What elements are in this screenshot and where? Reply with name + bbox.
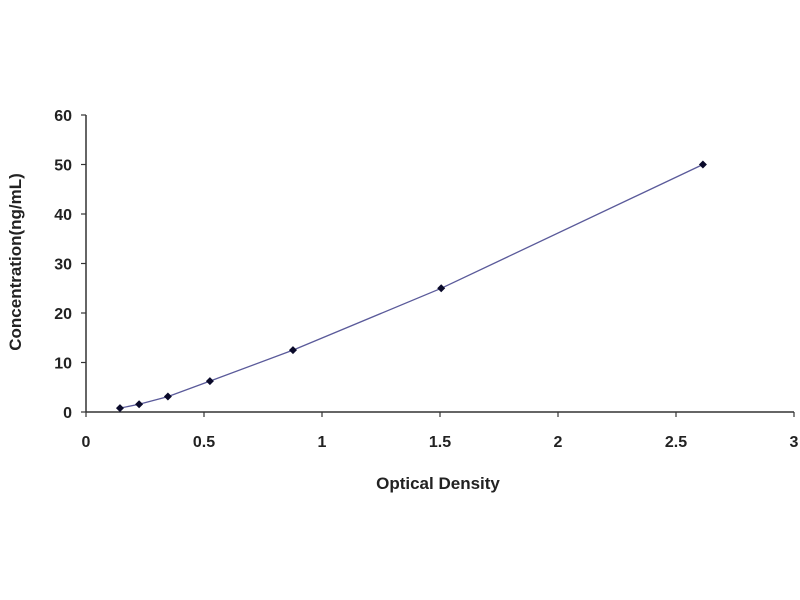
y-tick-label: 60 <box>54 108 72 125</box>
x-tick-label: 1.5 <box>429 434 451 451</box>
data-point <box>437 284 446 293</box>
y-tick-label: 40 <box>54 207 72 224</box>
y-tick-label: 50 <box>54 158 72 175</box>
y-axis-label: Concentration(ng/mL) <box>6 173 25 351</box>
data-points <box>115 160 707 413</box>
y-tick-label: 20 <box>54 306 72 323</box>
data-point <box>205 377 214 386</box>
data-point <box>698 160 707 169</box>
x-tick-label: 2 <box>554 434 563 451</box>
data-point <box>135 400 144 409</box>
x-tick-label: 0 <box>82 434 91 451</box>
y-tick-label: 0 <box>63 405 72 422</box>
x-tick-label: 2.5 <box>665 434 687 451</box>
data-point <box>163 392 172 401</box>
x-axis-label: Optical Density <box>376 474 500 493</box>
x-tick-label: 0.5 <box>193 434 215 451</box>
x-tick-label: 1 <box>318 434 327 451</box>
y-tick-label: 30 <box>54 257 72 274</box>
x-tick-label: 3 <box>790 434 799 451</box>
y-tick-label: 10 <box>54 356 72 373</box>
fitted-curve <box>119 163 704 409</box>
data-point <box>115 404 124 413</box>
axes <box>81 114 795 417</box>
data-point <box>288 346 297 355</box>
